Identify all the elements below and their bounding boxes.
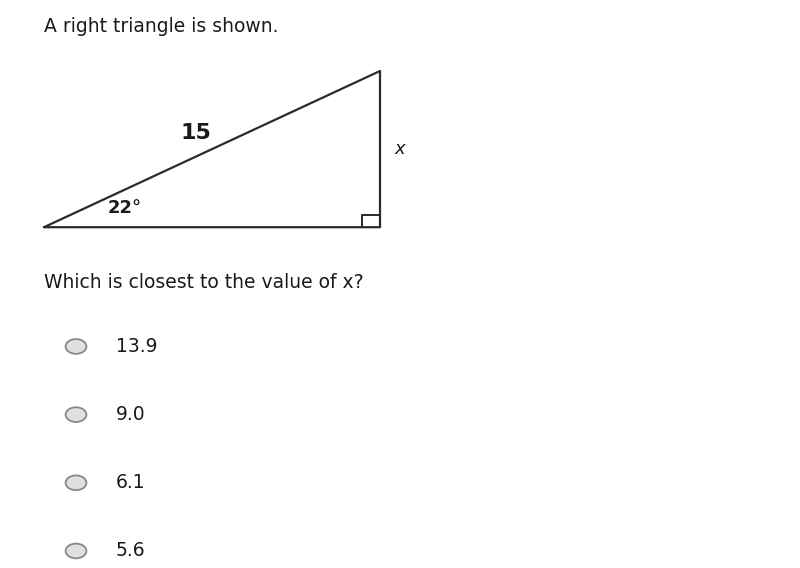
Text: 6.1: 6.1 xyxy=(116,473,146,492)
Circle shape xyxy=(66,407,86,422)
Text: 22°: 22° xyxy=(108,199,142,217)
Text: 15: 15 xyxy=(180,123,211,143)
Text: Which is closest to the value of x?: Which is closest to the value of x? xyxy=(44,273,364,291)
Text: 9.0: 9.0 xyxy=(116,405,146,424)
Circle shape xyxy=(66,544,86,558)
Circle shape xyxy=(66,475,86,490)
Text: 5.6: 5.6 xyxy=(116,541,146,561)
Circle shape xyxy=(66,339,86,354)
Text: x: x xyxy=(394,140,405,158)
Text: 13.9: 13.9 xyxy=(116,337,158,356)
Text: A right triangle is shown.: A right triangle is shown. xyxy=(44,17,278,36)
